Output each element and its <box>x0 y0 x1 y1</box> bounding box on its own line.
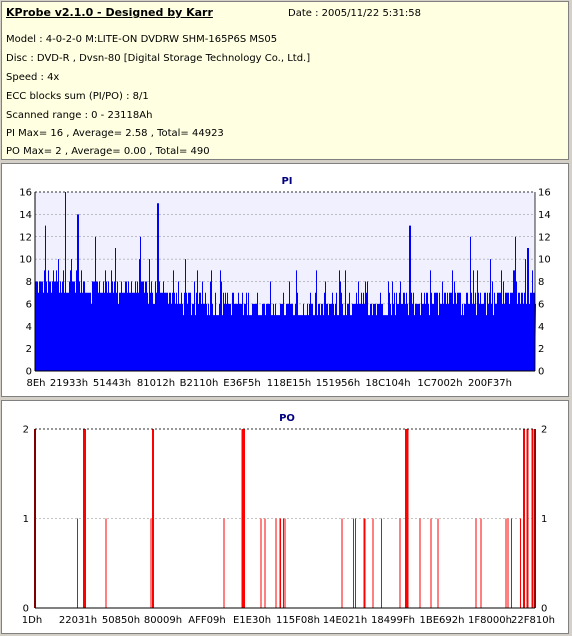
po-x-tick: E1E30h <box>233 615 271 626</box>
speed-line: Speed : 4x <box>6 72 60 83</box>
po-chart-title: PO <box>279 413 295 424</box>
po-chart: 0 0 1 1 2 2 1Dh 22031h 50850h 80009h AFF09h E1E30h 1… <box>22 413 555 626</box>
pi-x-tick: 1C7002h <box>417 378 462 389</box>
pi-x-tick: E36F5h <box>223 378 261 389</box>
po-x-tick: AFF09h <box>188 615 225 626</box>
po-y-tick-left: 0 <box>23 604 29 615</box>
pi-y-tick-left: 2 <box>26 344 32 355</box>
pi-chart-title: PI <box>281 176 292 187</box>
po-x-tick: 22F810h <box>511 615 555 626</box>
pi-y-tick-right: 12 <box>538 232 551 243</box>
po-summary-line: PO Max= 2 , Average= 0.00 , Total= 490 <box>6 146 210 157</box>
pi-x-tick: 118E15h <box>267 378 311 389</box>
po-y-tick-right: 2 <box>541 425 547 436</box>
po-x-tick: 1Dh <box>22 615 42 626</box>
po-x-tick: 18499Fh <box>371 615 415 626</box>
scan-date: Date : 2005/11/22 5:31:58 <box>288 8 421 19</box>
pi-y-tick-left: 8 <box>26 277 32 288</box>
po-y-tick-right: 0 <box>541 604 547 615</box>
pi-y-tick-right: 2 <box>538 344 544 355</box>
pi-x-tick: 8Eh <box>26 378 45 389</box>
pi-summary-line: PI Max= 16 , Average= 2.58 , Total= 4492… <box>6 128 224 139</box>
po-x-tick: 1BE692h <box>420 615 465 626</box>
po-y-tick-right: 1 <box>541 514 547 525</box>
pi-y-tick-left: 0 <box>26 367 32 378</box>
po-x-tick: 115F08h <box>276 615 320 626</box>
ecc-line: ECC blocks sum (PI/PO) : 8/1 <box>6 91 149 102</box>
pi-y-tick-right: 10 <box>538 255 551 266</box>
pi-y-tick-right: 0 <box>538 367 544 378</box>
app-title: KProbe v2.1.0 - Designed by Karr <box>6 6 213 19</box>
pi-chart-panel: 0 0 2 2 4 4 6 6 8 8 10 10 12 12 14 14 16 16 8Eh 21933h 51443… <box>1 163 569 397</box>
model-line: Model : 4-0-2-0 M:LITE-ON DVDRW SHM-165P… <box>6 34 278 45</box>
pi-y-tick-right: 16 <box>538 188 551 199</box>
pi-y-tick-right: 4 <box>538 322 544 333</box>
po-x-tick: 22031h <box>59 615 97 626</box>
disc-line: Disc : DVD-R , Dvsn-80 [Digital Storage … <box>6 53 311 64</box>
pi-y-tick-left: 10 <box>19 255 32 266</box>
pi-x-tick: 51443h <box>93 378 131 389</box>
pi-x-tick: 81012h <box>137 378 175 389</box>
pi-y-tick-right: 14 <box>538 210 551 221</box>
po-chart-panel: 0 0 1 1 2 2 1Dh 22031h 50850h 80009h AFF09h E1E30h 1… <box>1 400 569 634</box>
range-line: Scanned range : 0 - 23118Ah <box>6 110 153 121</box>
pi-x-tick: 200F37h <box>468 378 512 389</box>
po-y-tick-left: 1 <box>23 514 29 525</box>
pi-y-tick-right: 6 <box>538 299 544 310</box>
pi-x-tick: 21933h <box>50 378 88 389</box>
pi-series <box>35 192 536 371</box>
po-x-tick: 14E021h <box>323 615 367 626</box>
po-x-tick: 1F8000h <box>468 615 512 626</box>
po-x-tick: 80009h <box>144 615 182 626</box>
pi-y-tick-left: 6 <box>26 299 32 310</box>
pi-y-tick-left: 16 <box>19 188 32 199</box>
pi-y-tick-left: 4 <box>26 322 32 333</box>
po-x-tick: 50850h <box>102 615 140 626</box>
pi-x-tick: 151956h <box>316 378 361 389</box>
pi-y-tick-right: 8 <box>538 277 544 288</box>
pi-y-tick-left: 12 <box>19 232 32 243</box>
po-y-tick-left: 2 <box>23 425 29 436</box>
pi-chart: 0 0 2 2 4 4 6 6 8 8 10 10 12 12 14 14 16 16 8Eh 21933h 51443… <box>19 176 551 389</box>
pi-x-tick: B2110h <box>180 378 219 389</box>
pi-y-tick-left: 14 <box>19 210 32 221</box>
info-panel: KProbe v2.1.0 - Designed by Karr Date : … <box>1 1 569 160</box>
pi-x-tick: 18C104h <box>365 378 410 389</box>
